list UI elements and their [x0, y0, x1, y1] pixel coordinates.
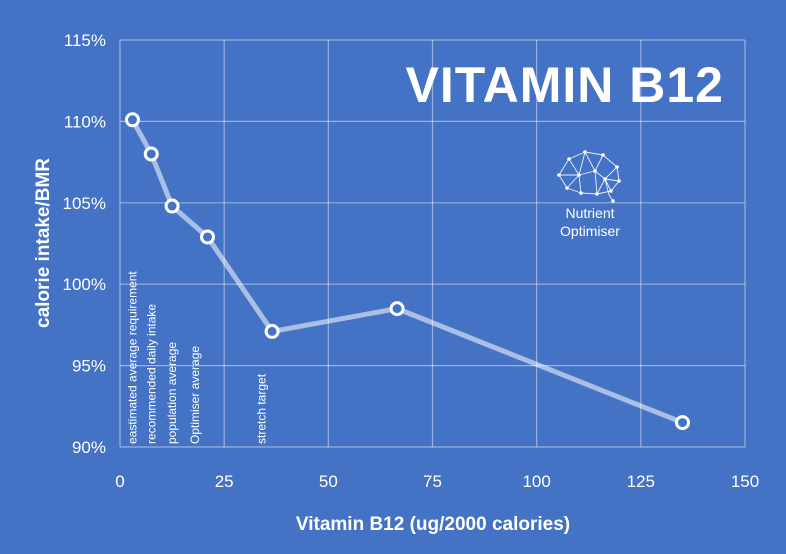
chart-annotations: eastimated average requirement recommende… — [126, 271, 269, 444]
x-tick-label-2: 50 — [319, 472, 338, 491]
x-tick-label-1: 25 — [215, 472, 234, 491]
y-tick-label-4: 110% — [64, 112, 106, 131]
brain-icon — [557, 150, 621, 203]
x-tick-label-0: 0 — [115, 472, 124, 491]
y-tick-label-5: 115% — [64, 31, 106, 50]
data-point-6 — [675, 415, 690, 431]
data-point-5 — [389, 301, 405, 317]
y-tick-label-0: 90% — [72, 438, 106, 457]
data-point-2 — [164, 198, 180, 214]
nutrient-optimiser-logo: Nutrient Optimiser — [557, 150, 621, 239]
x-tick-label-6: 150 — [731, 472, 759, 491]
data-point-0 — [125, 112, 140, 128]
annotation-label-1: recommended daily intake — [144, 304, 158, 444]
data-point-1 — [143, 146, 159, 162]
x-tick-label-5: 125 — [627, 472, 655, 491]
logo-text-line2: Optimiser — [560, 223, 620, 239]
series-line — [130, 118, 684, 425]
x-axis-title: Vitamin B12 (ug/2000 calories) — [296, 514, 570, 535]
annotation-label-4: stretch target — [255, 373, 269, 444]
annotation-label-3: Optimiser average — [188, 346, 202, 444]
data-points — [125, 112, 690, 431]
y-tick-label-1: 95% — [72, 357, 106, 376]
x-axis-ticks: 0 25 50 75 100 125 150 — [115, 472, 759, 491]
x-tick-label-4: 100 — [522, 472, 550, 491]
data-point-3 — [200, 229, 215, 245]
y-tick-label-3: 105% — [63, 194, 106, 213]
x-tick-label-3: 75 — [423, 472, 442, 491]
chart-title: VITAMIN B12 — [406, 57, 724, 113]
data-point-4 — [264, 323, 280, 339]
annotation-label-2: population average — [165, 342, 179, 444]
annotation-label-0: eastimated average requirement — [126, 271, 140, 444]
logo-text-line1: Nutrient — [565, 205, 614, 221]
y-axis-title: calorie intake/BMR — [33, 158, 54, 328]
y-axis-ticks: 90% 95% 100% 105% 110% 115% — [63, 31, 106, 457]
chart-grid — [119, 39, 746, 448]
y-tick-label-2: 100% — [63, 275, 106, 294]
